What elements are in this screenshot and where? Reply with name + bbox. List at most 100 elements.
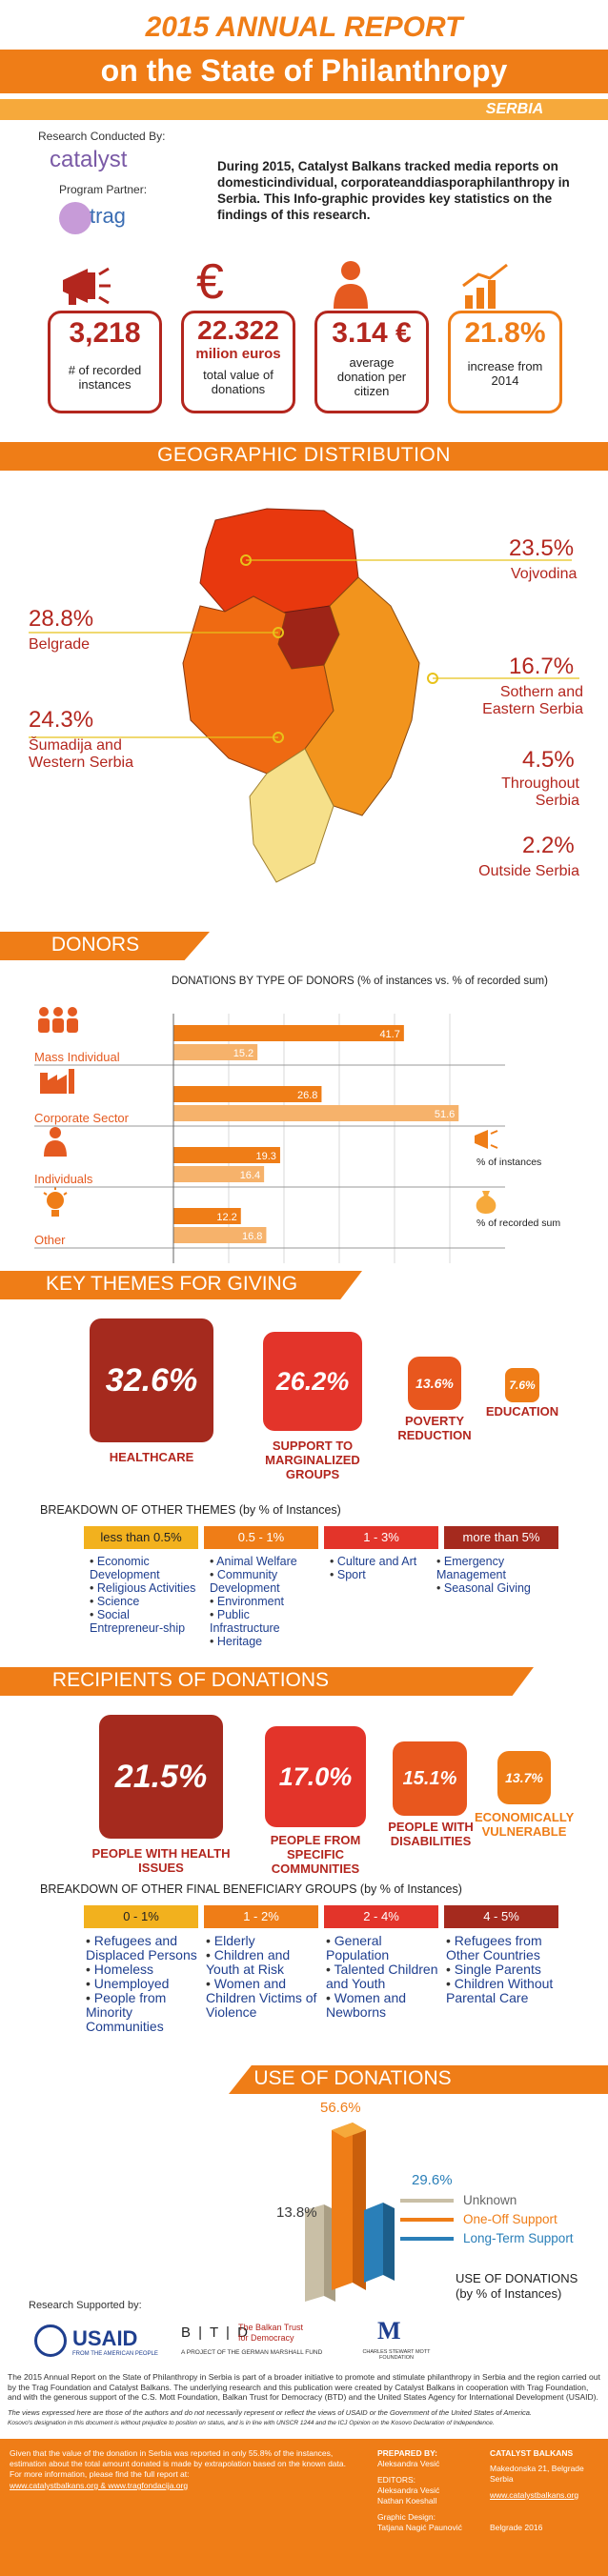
recipients-range-0-1: 0 - 1% [84, 1905, 198, 1928]
editor-1: Aleksandra Vesić [377, 2485, 440, 2495]
recipients-range-1-2: 1 - 2% [204, 1905, 318, 1928]
kpi-instances: 3,218 # of recorded instances [48, 311, 162, 413]
use-value-longterm: 29.6% [412, 2172, 453, 2188]
kpi-label: average donation per citizen [336, 355, 407, 398]
donor-bar [173, 1166, 265, 1182]
kpi-value: 21.8% [464, 317, 546, 349]
kpi-value: 3,218 [69, 317, 141, 349]
donors-banner [0, 932, 210, 960]
themes-range-lt05: less than 0.5% [84, 1526, 198, 1549]
kpi-label: # of recorded instances [68, 363, 142, 392]
list-item: Social Entrepreneur-ship [90, 1608, 200, 1635]
org-website[interactable]: www.catalystbalkans.org [490, 2490, 579, 2500]
theme-education-box: 7.6% [505, 1368, 539, 1402]
legend-sum-label: % of recorded sum [476, 1218, 561, 1229]
use-bar-oneoff [332, 2123, 353, 2290]
theme-healthcare-box: 32.6% [90, 1318, 213, 1442]
donor-bar [173, 1227, 267, 1243]
use-legend-lines [400, 2199, 454, 2241]
individual-person-icon [44, 1127, 67, 1157]
category-label: Mass Individual [34, 1050, 120, 1064]
bar-data-label: 19.3 [256, 1151, 276, 1162]
list-item: Heritage [210, 1635, 320, 1648]
use-value-oneoff: 56.6% [320, 2100, 361, 2116]
list-item: Community Development [210, 1568, 320, 1595]
btd-name: The Balkan Trust for Democracy [238, 2323, 304, 2343]
country-label: SERBIA [485, 101, 544, 117]
list-item: Public Infrastructure [210, 1608, 320, 1635]
bar-data-label: 41.7 [379, 1029, 399, 1040]
lightbulb-icon [43, 1187, 68, 1217]
footer-links[interactable]: www.catalystbalkans.org & www.tragfondac… [10, 2481, 189, 2490]
list-item: Environment [210, 1595, 320, 1608]
growth-chart-icon [462, 263, 508, 309]
intro-text: During 2015, Catalyst Balkans tracked me… [217, 159, 570, 222]
euro-icon: € [196, 254, 224, 310]
disclaimer-views: The views expressed here are those of th… [8, 2408, 533, 2417]
kpi-label: total value of donations [203, 368, 274, 396]
list-item: Children and Youth at Risk [206, 1948, 318, 1977]
btd-logo: B | T | D [181, 2324, 250, 2341]
report-year-title: 2015 ANNUAL REPORT [145, 11, 463, 43]
kpi-value: 3.14 € [332, 317, 412, 349]
list-item: Talented Children and Youth [326, 1962, 438, 1991]
serbia-map [182, 508, 420, 883]
footer: Given that the value of the donation in … [0, 2439, 608, 2576]
donor-bar [173, 1086, 322, 1102]
designer-name: Tatjana Nagić Paunović [377, 2523, 462, 2532]
btd-tagline: A PROJECT OF THE GERMAN MARSHALL FUND [181, 2349, 323, 2356]
program-partner-label: Program Partner: [59, 183, 148, 196]
trag-logo: trag [90, 204, 126, 228]
research-conducted-label: Research Conducted By: [38, 130, 166, 143]
region-pct-vojvodina: 23.5% [509, 535, 575, 561]
list-item: General Population [326, 1934, 438, 1962]
kpi-label: increase from 2014 [467, 359, 543, 388]
editors-label: EDITORS: [377, 2475, 415, 2485]
themes-list-1-3: Culture and ArtSport [330, 1555, 440, 1581]
themes-list-05-1: Animal WelfareCommunity DevelopmentEnvir… [210, 1555, 320, 1648]
map-region-kosovo [249, 748, 334, 883]
use-legend-oneoff: One-Off Support [463, 2212, 557, 2226]
bar-data-label: 15.2 [233, 1048, 253, 1059]
kpi-total-value: 22.322 milion euros total value of donat… [181, 311, 295, 413]
disclaimer-kosovo: Kosovo's designation in this document is… [8, 2420, 495, 2426]
recipient-vulnerable-box: 13.7% [497, 1751, 551, 1804]
theme-healthcare-label: HEALTHCARE [109, 1450, 194, 1464]
use-legend-unknown: Unknown [463, 2193, 517, 2207]
recipient-vulnerable-label: ECONOMICALLY VULNERABLE [475, 1810, 575, 1839]
list-item: Single Parents [446, 1962, 560, 1977]
region-name-eastern: Sothern and Eastern Serbia [482, 684, 583, 717]
report-subtitle: on the State of Philanthropy [100, 53, 508, 88]
use-bar-longterm [364, 2203, 383, 2283]
report-date: Belgrade 2016 [490, 2523, 543, 2532]
region-pct-sumadija: 24.3% [29, 707, 94, 733]
mott-name: CHARLES STEWART MOTT FOUNDATION [362, 2349, 431, 2361]
kpi-value: 22.322 [197, 315, 279, 345]
footer-note: Given that the value of the donation in … [10, 2448, 346, 2479]
donor-bar [173, 1025, 404, 1041]
legend-megaphone-icon [475, 1130, 498, 1149]
crowd-icon [38, 1007, 78, 1033]
megaphone-icon [63, 267, 111, 305]
theme-marginalized-label: SUPPORT TO MARGINALIZED GROUPS [265, 1439, 360, 1481]
themes-range-gt5: more than 5% [444, 1526, 558, 1549]
map-region-eastern [304, 576, 420, 816]
bar-data-label: 51.6 [435, 1109, 455, 1120]
list-item: Sport [330, 1568, 440, 1581]
theme-poverty-label: POVERTY REDUCTION [397, 1414, 472, 1442]
themes-title: KEY THEMES FOR GIVING [45, 1273, 298, 1295]
bar-data-label: 26.8 [297, 1090, 317, 1101]
category-label: Other [34, 1233, 66, 1247]
list-item: Culture and Art [330, 1555, 440, 1568]
recipients-banner [0, 1667, 534, 1696]
bar-data-label: 16.8 [242, 1231, 262, 1242]
prepared-by-name: Aleksandra Vesić [377, 2459, 440, 2468]
category-label: Individuals [34, 1172, 93, 1186]
usaid-seal-logo [34, 2324, 67, 2357]
theme-marginalized-box: 26.2% [263, 1332, 362, 1431]
recipient-disabilities-box: 15.1% [393, 1741, 467, 1816]
region-pct-eastern: 16.7% [509, 654, 575, 679]
region-name-throughout: Throughout Serbia [501, 775, 579, 809]
disclaimer-main: The 2015 Annual Report on the State of P… [8, 2372, 600, 2402]
